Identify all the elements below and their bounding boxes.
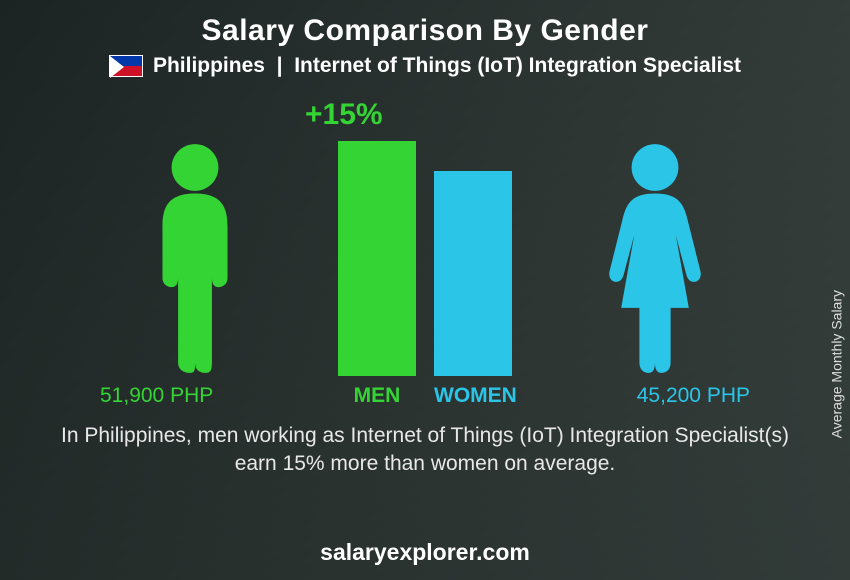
separator: | <box>277 54 283 77</box>
male-person-icon <box>130 141 260 376</box>
job-title-label: Internet of Things (IoT) Integration Spe… <box>294 54 741 77</box>
y-axis-label: Average Monthly Salary <box>828 290 844 438</box>
bar-label-women: WOMEN <box>434 384 512 408</box>
chart-area: +15% MEN WOMEN 51,900 PHP 45,200 PHP <box>40 96 810 416</box>
subtitle: Philippines | Internet of Things (IoT) I… <box>153 54 741 78</box>
subtitle-row: Philippines | Internet of Things (IoT) I… <box>20 54 830 78</box>
bar-label-men: MEN <box>338 384 416 408</box>
country-label: Philippines <box>153 54 265 77</box>
bars-group <box>338 141 512 376</box>
bar-women <box>434 171 512 376</box>
female-person-icon <box>590 141 720 376</box>
page-title: Salary Comparison By Gender <box>20 14 830 48</box>
male-salary-label: 51,900 PHP <box>100 384 213 408</box>
pct-diff-label: +15% <box>305 98 383 132</box>
header: Salary Comparison By Gender Philippines … <box>0 0 850 86</box>
description-text: In Philippines, men working as Internet … <box>0 416 850 479</box>
bar-labels: MEN WOMEN <box>338 384 512 408</box>
female-salary-label: 45,200 PHP <box>637 384 750 408</box>
footer-site: salaryexplorer.com <box>0 539 850 566</box>
philippines-flag-icon <box>109 55 143 77</box>
bar-men <box>338 141 416 376</box>
